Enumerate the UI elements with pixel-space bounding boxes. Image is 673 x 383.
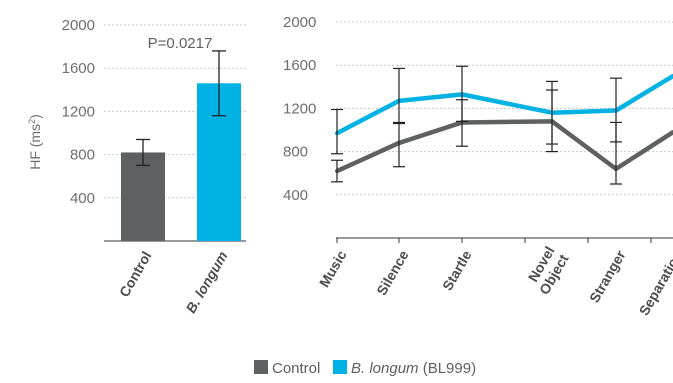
- line-error-bar: [331, 159, 343, 183]
- line-x-tick-label: Silence: [373, 247, 411, 298]
- line-chart-x-ticks: [336, 238, 652, 243]
- line-y-tick-label: 1600: [283, 57, 316, 74]
- line-error-bar: [331, 108, 343, 155]
- line-x-tick-label: Music: [316, 247, 350, 290]
- bar-y-tick-label: 1600: [62, 60, 95, 77]
- legend-swatch-control: [254, 360, 268, 374]
- line-error-bar: [456, 65, 468, 122]
- line-x-tick-label: Stranger: [586, 247, 629, 305]
- line-error-bar: [610, 77, 622, 143]
- bar-y-tick-label: 2000: [62, 17, 95, 34]
- legend-swatch-treatment: [333, 360, 347, 374]
- line-y-tick-label: 800: [283, 144, 308, 161]
- series-line: [335, 74, 673, 136]
- line-y-tick-label: 1200: [283, 100, 316, 117]
- bar-marks: [121, 50, 241, 241]
- series-b-longum: [331, 65, 673, 155]
- bar: [121, 152, 165, 241]
- line-chart: 2000 1600 1200 800 400 Music Silence Startle No…: [283, 14, 673, 318]
- p-value-annotation: P=0.0217: [148, 35, 213, 52]
- bar-x-tick-label: B. longum: [183, 249, 231, 316]
- line-error-bar: [546, 80, 558, 145]
- line-y-tick-label: 2000: [283, 14, 316, 31]
- legend-label-control: Control: [272, 360, 320, 377]
- bar-chart: 2000 1600 1200 800 400 HF (ms2) Control B. lo…: [27, 17, 246, 316]
- legend: Control B. longum (BL999): [254, 360, 476, 377]
- line-x-tick-label: Separation: [636, 248, 673, 319]
- y-axis-label: HF (ms2): [27, 114, 43, 170]
- line-chart-grid: [336, 21, 673, 196]
- line-marks: [331, 65, 673, 185]
- bar-x-tick-label: Control: [116, 249, 155, 300]
- series-line: [336, 119, 673, 174]
- line-x-tick-label: Startle: [439, 247, 475, 293]
- bar-y-tick-label: 800: [70, 147, 95, 164]
- bar-error-bar: [136, 138, 150, 167]
- line-chart-x-labels: Music Silence Startle NovelObject Stranger Se…: [316, 243, 673, 319]
- bar-chart-x-labels: Control B. longum: [116, 249, 231, 316]
- bar-error-bar: [212, 50, 226, 117]
- line-y-tick-label: 400: [283, 187, 308, 204]
- line-chart-y-axis: 2000 1600 1200 800 400: [283, 14, 316, 204]
- line-x-tick-label: NovelObject: [522, 243, 572, 297]
- bar-y-tick-label: 1200: [62, 103, 95, 120]
- line-error-bar: [393, 67, 405, 125]
- bar-y-tick-label: 400: [70, 190, 95, 207]
- bar-chart-y-axis: 2000 1600 1200 800 400: [62, 17, 95, 207]
- legend-label-treatment: B. longum (BL999): [351, 360, 476, 377]
